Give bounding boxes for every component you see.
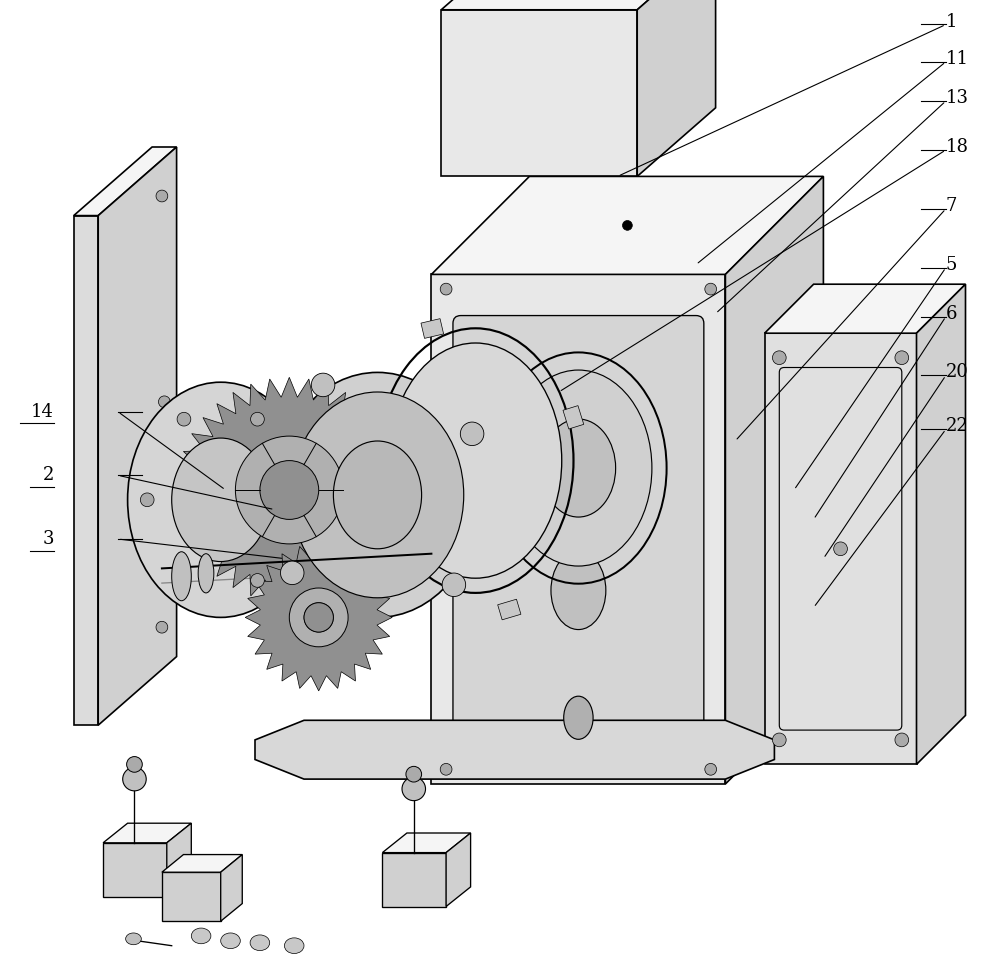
Polygon shape	[765, 284, 966, 333]
Text: 18: 18	[946, 138, 969, 156]
Ellipse shape	[140, 493, 154, 507]
Ellipse shape	[251, 573, 264, 587]
Text: 14: 14	[31, 403, 54, 420]
Text: 5: 5	[946, 256, 957, 273]
Ellipse shape	[177, 413, 191, 426]
Polygon shape	[637, 0, 716, 176]
Polygon shape	[98, 147, 177, 725]
Ellipse shape	[389, 343, 562, 578]
Ellipse shape	[177, 573, 191, 587]
Bar	[350, 507, 370, 529]
Ellipse shape	[128, 382, 314, 617]
Ellipse shape	[127, 757, 142, 772]
Ellipse shape	[304, 603, 333, 632]
Ellipse shape	[834, 542, 847, 556]
Ellipse shape	[123, 767, 146, 791]
Ellipse shape	[291, 392, 464, 598]
Ellipse shape	[622, 220, 632, 230]
Ellipse shape	[541, 419, 616, 517]
Polygon shape	[441, 0, 716, 10]
Ellipse shape	[402, 777, 426, 801]
Ellipse shape	[198, 554, 214, 593]
Ellipse shape	[156, 190, 168, 202]
Text: 1: 1	[946, 13, 957, 30]
Ellipse shape	[311, 373, 335, 397]
Text: 3: 3	[43, 530, 54, 548]
Ellipse shape	[705, 763, 717, 775]
Text: 22: 22	[946, 417, 969, 435]
Polygon shape	[245, 544, 392, 691]
Polygon shape	[382, 833, 471, 853]
Polygon shape	[255, 720, 774, 779]
Ellipse shape	[221, 933, 240, 949]
Circle shape	[266, 466, 313, 514]
Circle shape	[304, 603, 333, 632]
Bar	[498, 599, 521, 619]
Ellipse shape	[280, 562, 304, 585]
Ellipse shape	[440, 763, 452, 775]
Polygon shape	[431, 176, 823, 274]
Text: 11: 11	[946, 50, 969, 68]
Polygon shape	[103, 843, 167, 897]
Ellipse shape	[564, 696, 593, 739]
Circle shape	[292, 591, 345, 644]
Polygon shape	[441, 10, 637, 176]
Polygon shape	[446, 833, 471, 907]
Ellipse shape	[275, 372, 480, 617]
Ellipse shape	[772, 733, 786, 747]
Polygon shape	[916, 284, 966, 764]
Ellipse shape	[158, 396, 170, 408]
Ellipse shape	[895, 351, 909, 365]
Ellipse shape	[705, 283, 717, 295]
Ellipse shape	[442, 573, 466, 597]
Polygon shape	[431, 274, 725, 784]
Ellipse shape	[333, 441, 422, 549]
Text: 2: 2	[43, 466, 54, 484]
Ellipse shape	[250, 935, 270, 951]
Ellipse shape	[406, 766, 422, 782]
Ellipse shape	[289, 588, 348, 647]
Ellipse shape	[895, 733, 909, 747]
Ellipse shape	[260, 461, 319, 519]
Ellipse shape	[172, 438, 270, 562]
Polygon shape	[74, 147, 177, 216]
Polygon shape	[167, 823, 191, 897]
Text: 13: 13	[946, 89, 969, 107]
Text: 6: 6	[946, 305, 957, 322]
Ellipse shape	[551, 551, 606, 629]
Text: 7: 7	[946, 197, 957, 215]
FancyBboxPatch shape	[453, 316, 704, 743]
Bar	[421, 318, 444, 338]
Ellipse shape	[284, 938, 304, 954]
Polygon shape	[177, 377, 402, 603]
Ellipse shape	[126, 933, 141, 945]
Polygon shape	[162, 872, 221, 921]
Ellipse shape	[505, 370, 652, 566]
Text: 20: 20	[946, 364, 969, 381]
Bar	[563, 406, 584, 429]
Ellipse shape	[772, 351, 786, 365]
Ellipse shape	[287, 493, 301, 507]
Polygon shape	[382, 853, 446, 907]
Ellipse shape	[235, 436, 343, 544]
Ellipse shape	[191, 928, 211, 944]
Ellipse shape	[440, 283, 452, 295]
Polygon shape	[221, 855, 242, 921]
Polygon shape	[74, 216, 98, 725]
Circle shape	[247, 448, 331, 532]
Polygon shape	[103, 823, 191, 843]
Polygon shape	[765, 333, 916, 764]
Polygon shape	[725, 176, 823, 784]
Ellipse shape	[172, 552, 191, 601]
Ellipse shape	[460, 422, 484, 446]
Ellipse shape	[251, 413, 264, 426]
Polygon shape	[162, 855, 242, 872]
Ellipse shape	[156, 621, 168, 633]
